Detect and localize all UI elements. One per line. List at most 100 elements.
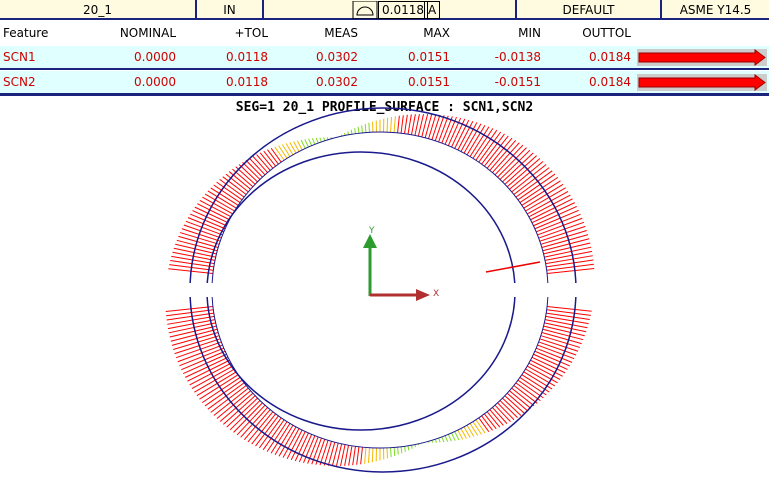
deviation-whisker [176, 239, 218, 252]
deviation-whisker [255, 415, 279, 447]
nominal-trace [211, 131, 549, 449]
deviation-whisker [165, 306, 213, 312]
deviation-whisker [228, 171, 251, 190]
deviation-whisker [511, 387, 535, 407]
deviation-whisker [407, 445, 410, 451]
deviation-whisker [364, 124, 367, 133]
deviation-whisker [509, 390, 532, 409]
deviation-whisker [513, 385, 538, 404]
deviation-whisker [194, 206, 229, 224]
deviation-whisker [282, 428, 300, 458]
deviation-whisker [286, 429, 303, 460]
deviation-whisker [296, 140, 303, 151]
deviation-whisker [367, 447, 370, 463]
deviation-whisker [225, 173, 249, 193]
deviation-whisker [481, 415, 493, 431]
deviation-whisker [258, 417, 282, 449]
table-cell: 0.0118 [226, 75, 268, 89]
deviation-whisker [460, 428, 467, 439]
deviation-whisker [460, 122, 478, 152]
deviation-whisker [181, 228, 221, 242]
divider [0, 94, 769, 96]
deviation-whisker [486, 411, 501, 428]
deviation-whisker [530, 359, 563, 377]
deviation-whisker [263, 150, 277, 167]
deviation-whisker [492, 142, 520, 173]
deviation-whisker [285, 143, 294, 156]
deviation-whisker [229, 400, 261, 431]
feature-id: 20_1 [0, 0, 197, 20]
deviation-whisker [202, 196, 234, 215]
deviation-whisker [454, 119, 470, 149]
deviation-whisker [417, 113, 425, 137]
deviation-whisker [441, 116, 453, 144]
table-cell: 0.0184 [589, 50, 631, 64]
table-cell: 0.0151 [408, 75, 450, 89]
deviation-whisker [534, 350, 571, 367]
table-cell: 0.0151 [408, 50, 450, 64]
deviation-whisker [502, 152, 534, 183]
deviation-whisker [319, 137, 322, 143]
deviation-whisker [191, 365, 234, 390]
deviation-whisker [526, 190, 569, 215]
deviation-whisker [541, 234, 589, 248]
deviation-whisker [251, 413, 277, 445]
deviation-whisker [545, 315, 589, 325]
bar-arrow [638, 74, 766, 91]
deviation-whisker [356, 446, 360, 465]
deviation-whisker [540, 229, 587, 245]
deviation-whisker [483, 413, 497, 430]
deviation-whisker [457, 120, 474, 151]
deviation-whisker [542, 328, 584, 341]
deviation-marker [485, 261, 541, 273]
deviation-whisker [281, 144, 291, 157]
column-header: MEAS [324, 26, 358, 40]
deviation-whisker [444, 435, 449, 442]
deviation-whisker [397, 447, 399, 455]
deviation-whisker [531, 202, 575, 224]
standard: ASME Y14.5 [662, 0, 769, 20]
deviation-whisker [454, 431, 460, 441]
deviation-whisker [546, 312, 590, 321]
column-header: +TOL [234, 26, 268, 40]
column-header: OUTTOL [582, 26, 631, 40]
deviation-whisker [327, 442, 336, 466]
deviation-whisker [189, 213, 226, 230]
deviation-whisker [259, 152, 274, 169]
deviation-whisker [247, 411, 274, 443]
deviation-whisker [404, 114, 408, 134]
row-background [0, 46, 769, 68]
deviation-whisker [502, 397, 522, 416]
deviation-whisker [340, 444, 346, 466]
deviation-whisker [179, 347, 224, 367]
deviation-whisker [463, 426, 471, 438]
deviation-whisker [213, 184, 241, 203]
datum: A [424, 1, 441, 19]
units: IN [197, 0, 264, 20]
outtol-bar [637, 49, 767, 66]
deviation-whisker [368, 122, 370, 133]
profile-symbol [352, 1, 378, 19]
deviation-whisker [319, 440, 329, 466]
deviation-whisker [166, 312, 214, 321]
deviation-whisker [300, 139, 306, 149]
table-cell: 0.0000 [134, 75, 176, 89]
deviation-whisker [511, 164, 547, 193]
deviation-whisker [515, 382, 541, 402]
deviation-whisker [539, 225, 586, 242]
y-axis-label: Y [368, 226, 375, 236]
table-cell: -0.0138 [494, 50, 541, 64]
deviation-whisker [262, 419, 285, 451]
deviation-whisker [236, 404, 266, 436]
deviation-whisker [434, 115, 445, 141]
deviation-whisker [390, 447, 392, 458]
deviation-whisker [361, 125, 363, 133]
deviation-whisker [393, 116, 396, 133]
deviation-whisker [347, 131, 350, 135]
column-header: MIN [518, 26, 541, 40]
deviation-whisker [354, 128, 356, 134]
deviation-whisker [207, 190, 237, 209]
deviation-whisker [525, 187, 566, 212]
deviation-whisker [469, 126, 490, 157]
